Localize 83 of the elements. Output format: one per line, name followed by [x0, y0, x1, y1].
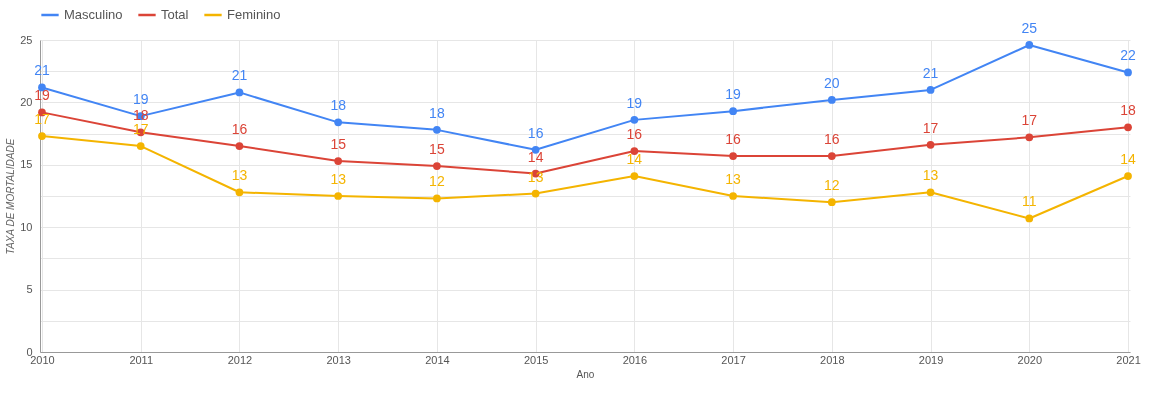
data-label: 22: [1120, 47, 1137, 64]
data-label: 14: [626, 151, 643, 168]
data-label: 18: [429, 104, 445, 121]
point: [1025, 214, 1034, 223]
y-tick-label: 15: [20, 158, 33, 171]
y-tick-label: 25: [20, 33, 33, 46]
x-tick-label: 2016: [622, 353, 648, 366]
x-tick-label: 2015: [523, 353, 549, 366]
y-axis-title: TAXA DE MORTALIDADE: [5, 138, 17, 255]
point: [531, 189, 540, 198]
point: [630, 116, 639, 124]
point: [1124, 172, 1132, 180]
point: [630, 172, 639, 180]
x-tick-label: 2021: [1116, 353, 1141, 366]
y-tick-label: 10: [20, 220, 33, 233]
data-label: 13: [231, 167, 248, 184]
point: [235, 142, 244, 150]
data-label: 25: [1021, 19, 1038, 36]
y-tick-label: 20: [20, 95, 33, 108]
point: [334, 192, 343, 200]
legend-label: Feminino: [227, 7, 281, 22]
point: [136, 142, 145, 150]
point: [235, 188, 244, 197]
x-tick-label: 2019: [918, 353, 944, 366]
point: [433, 125, 441, 134]
data-label: 21: [922, 64, 939, 81]
x-tick-label: 2020: [1017, 353, 1043, 366]
point: [1124, 68, 1132, 77]
data-label: 15: [330, 136, 347, 153]
data-label: 11: [1022, 193, 1037, 210]
data-label: 17: [922, 119, 939, 136]
data-label: 16: [725, 131, 742, 148]
point: [729, 152, 737, 160]
point: [235, 88, 244, 97]
y-tick-label: 5: [26, 283, 33, 296]
point: [1025, 133, 1034, 142]
data-label: 19: [626, 94, 643, 111]
data-label: 19: [132, 91, 149, 108]
point: [926, 86, 935, 94]
data-label: 16: [231, 121, 248, 138]
point: [827, 152, 836, 160]
point: [433, 162, 441, 170]
point: [334, 118, 343, 127]
data-label: 19: [725, 86, 742, 103]
x-tick-label: 2011: [129, 353, 154, 366]
data-label: 16: [626, 126, 643, 143]
data-label: 21: [34, 62, 50, 79]
legend-label: Total: [161, 7, 189, 22]
point: [926, 188, 935, 197]
point: [926, 140, 935, 149]
legend-label: Masculino: [64, 7, 123, 22]
data-label: 17: [1021, 112, 1038, 129]
point: [1124, 123, 1132, 132]
point: [38, 132, 46, 140]
point: [334, 157, 343, 165]
data-label: 12: [429, 173, 445, 190]
data-label: 18: [330, 97, 347, 114]
point: [729, 192, 737, 200]
data-label: 13: [330, 171, 347, 187]
data-label: 19: [34, 87, 50, 104]
x-tick-label: 2017: [721, 353, 746, 366]
data-label: 12: [824, 177, 840, 194]
x-tick-label: 2012: [227, 353, 253, 366]
data-label: 20: [824, 74, 840, 91]
data-label: 17: [34, 111, 50, 128]
point: [1025, 41, 1034, 49]
data-label: 14: [527, 148, 544, 165]
x-axis-title: Ano: [576, 368, 595, 380]
data-label: 13: [922, 167, 939, 184]
data-label: 16: [527, 124, 544, 141]
data-label: 13: [725, 171, 742, 187]
data-label: 14: [1120, 151, 1137, 168]
x-tick-label: 2014: [425, 353, 450, 366]
data-label: 21: [231, 67, 248, 84]
x-tick-label: 2018: [820, 353, 845, 366]
point: [827, 96, 836, 104]
point: [729, 107, 737, 115]
data-label: 18: [1120, 102, 1137, 119]
x-tick-label: 2013: [326, 353, 351, 366]
data-label: 15: [429, 141, 445, 158]
point: [827, 198, 836, 207]
data-label: 16: [824, 131, 840, 148]
point: [433, 194, 441, 203]
